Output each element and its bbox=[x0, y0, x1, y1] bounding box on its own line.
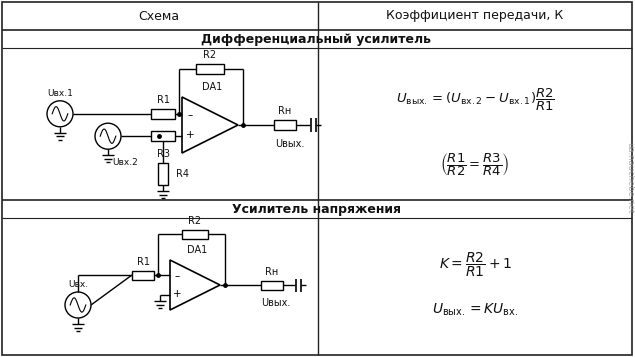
Text: R3: R3 bbox=[156, 149, 170, 159]
Bar bbox=[151, 131, 175, 141]
Text: $U_{\mathsf{вых.}} = (U_{\mathsf{вх.2}} - U_{\mathsf{вх.1}})\dfrac{R2}{R1}$: $U_{\mathsf{вых.}} = (U_{\mathsf{вх.2}} … bbox=[396, 87, 554, 113]
Text: +: + bbox=[173, 289, 182, 299]
Text: +: + bbox=[185, 130, 194, 140]
Text: $K = \dfrac{R2}{R1} + 1$: $K = \dfrac{R2}{R1} + 1$ bbox=[439, 251, 512, 279]
Text: –: – bbox=[187, 110, 192, 120]
Text: Uвх.2: Uвх.2 bbox=[112, 158, 138, 167]
Bar bbox=[158, 163, 168, 185]
Text: Схема: Схема bbox=[138, 10, 180, 22]
Bar bbox=[261, 281, 283, 290]
Text: –: – bbox=[175, 271, 180, 281]
Text: Uвых.: Uвых. bbox=[262, 298, 291, 308]
Text: $\left(\dfrac{R1}{R2} = \dfrac{R3}{R4}\right)$: $\left(\dfrac{R1}{R2} = \dfrac{R3}{R4}\r… bbox=[440, 151, 510, 178]
Text: Uвх.1: Uвх.1 bbox=[47, 89, 73, 98]
Text: Rн: Rн bbox=[278, 106, 291, 116]
Text: R1: R1 bbox=[137, 257, 149, 267]
Bar bbox=[151, 109, 175, 119]
Text: R2: R2 bbox=[203, 50, 217, 60]
Text: R1: R1 bbox=[156, 95, 170, 105]
Text: R4: R4 bbox=[176, 169, 189, 179]
Text: Uвх.: Uвх. bbox=[68, 280, 88, 289]
Text: DA1: DA1 bbox=[187, 245, 207, 255]
Text: Rн: Rн bbox=[265, 267, 279, 277]
Bar bbox=[196, 64, 224, 74]
Text: $U_{\mathsf{вых.}} = KU_{\mathsf{вх.}}$: $U_{\mathsf{вых.}} = KU_{\mathsf{вх.}}$ bbox=[432, 302, 518, 318]
Bar bbox=[132, 271, 154, 280]
Text: Дифференциальный усилитель: Дифференциальный усилитель bbox=[201, 32, 431, 45]
Text: DA1: DA1 bbox=[202, 82, 222, 92]
Bar bbox=[182, 230, 208, 238]
Text: ua.nauchebe.net: ua.nauchebe.net bbox=[625, 142, 634, 214]
Text: R2: R2 bbox=[189, 216, 201, 226]
Bar bbox=[274, 120, 296, 130]
Text: Коэффициент передачи, К: Коэффициент передачи, К bbox=[386, 10, 564, 22]
Text: Uвых.: Uвых. bbox=[276, 139, 305, 149]
Text: Усилитель напряжения: Усилитель напряжения bbox=[232, 202, 401, 216]
